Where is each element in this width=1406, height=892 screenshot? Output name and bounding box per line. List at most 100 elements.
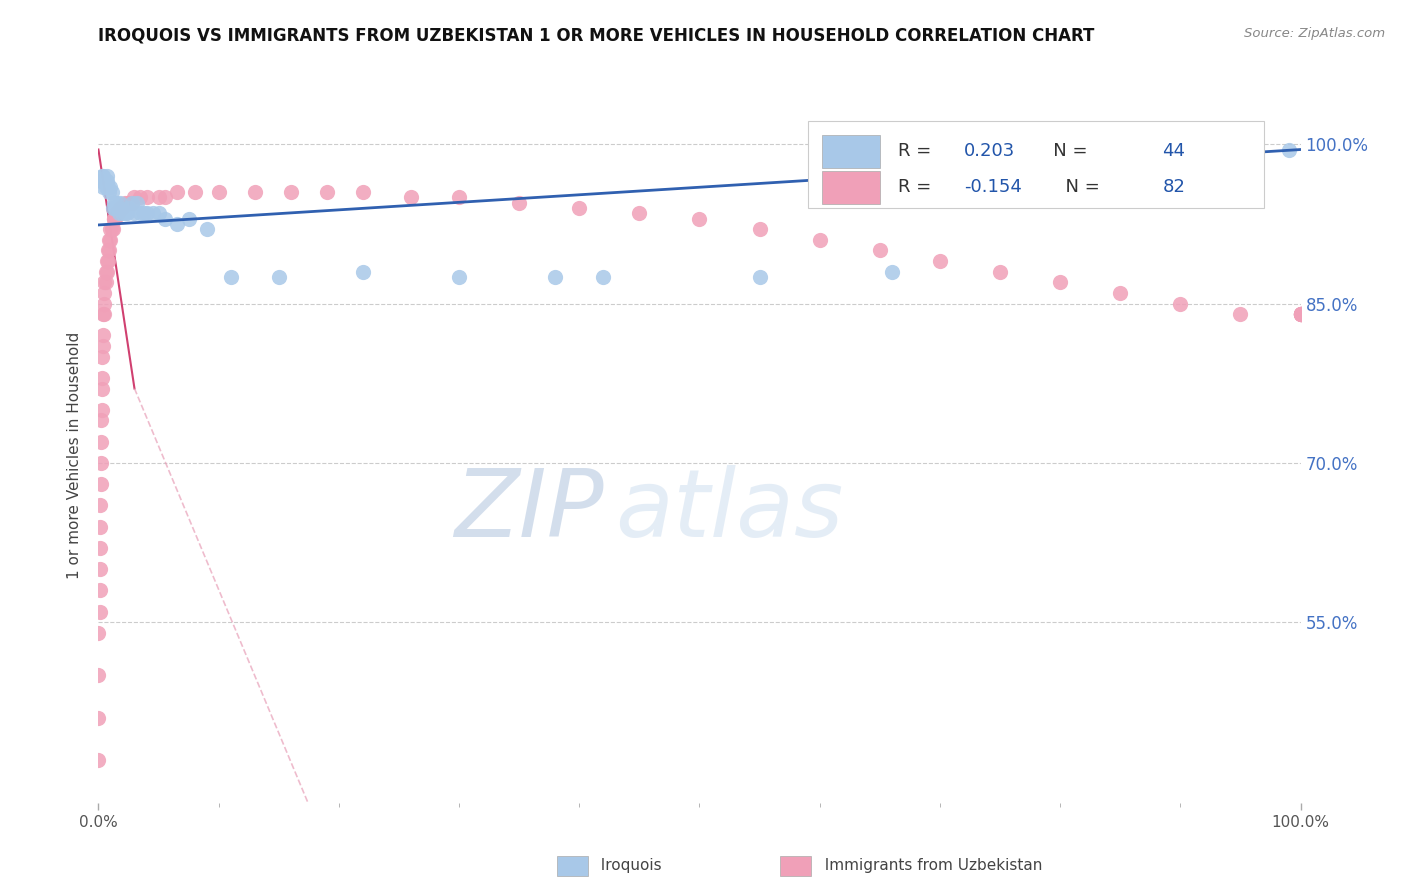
Point [90, 477, 112, 491]
Point [91, 328, 114, 343]
Point [114, 206, 136, 220]
Point [98, 185, 121, 199]
Point [111, 201, 134, 215]
Point [91, 402, 114, 417]
Point [628, 206, 651, 220]
Point [153, 190, 176, 204]
Point [1289, 307, 1312, 321]
Point [1289, 307, 1312, 321]
Point [592, 270, 614, 285]
Text: R =: R = [898, 178, 936, 196]
Point [104, 211, 127, 226]
Point [101, 222, 124, 236]
Point [90, 456, 112, 470]
Point [135, 190, 157, 204]
Point [447, 270, 470, 285]
Point [315, 185, 337, 199]
Point [447, 190, 470, 204]
Point [93, 285, 115, 300]
Point [166, 217, 188, 231]
Bar [557, 856, 588, 876]
Point [100, 222, 122, 236]
Point [568, 201, 591, 215]
Point [121, 195, 143, 210]
Point [103, 195, 125, 210]
FancyBboxPatch shape [807, 121, 1264, 208]
Point [89, 541, 111, 555]
Text: N =: N = [1054, 178, 1105, 196]
Point [1049, 275, 1071, 289]
Point [124, 206, 146, 220]
Point [96, 169, 118, 183]
Point [1277, 143, 1299, 157]
Point [89, 519, 111, 533]
Point [87, 753, 110, 767]
Point [90, 434, 112, 449]
Point [132, 206, 155, 220]
Point [93, 174, 115, 188]
Point [748, 270, 770, 285]
Point [96, 254, 118, 268]
Point [93, 296, 115, 310]
Point [399, 190, 422, 204]
Point [91, 382, 114, 396]
Bar [823, 171, 880, 204]
Point [117, 195, 139, 210]
Text: R =: R = [898, 142, 936, 160]
Point [108, 201, 131, 215]
Point [89, 605, 111, 619]
Point [748, 222, 770, 236]
Point [91, 179, 114, 194]
Point [89, 562, 111, 576]
Bar [780, 856, 811, 876]
Point [89, 583, 111, 598]
Point [148, 190, 170, 204]
Point [153, 211, 176, 226]
Point [988, 265, 1011, 279]
Point [111, 206, 134, 220]
Point [103, 211, 125, 226]
Point [87, 625, 110, 640]
Point [91, 169, 114, 183]
Text: -0.154: -0.154 [965, 178, 1022, 196]
Point [1170, 296, 1192, 310]
Point [1229, 307, 1251, 321]
Text: atlas: atlas [616, 465, 844, 556]
Point [508, 195, 530, 210]
Point [544, 270, 567, 285]
Point [352, 265, 374, 279]
Point [129, 206, 152, 220]
Point [1289, 307, 1312, 321]
Point [135, 206, 157, 220]
Point [1109, 285, 1132, 300]
Point [100, 179, 122, 194]
Point [100, 222, 122, 236]
Point [1289, 307, 1312, 321]
Point [1289, 307, 1312, 321]
Point [98, 233, 121, 247]
Point [108, 195, 131, 210]
Point [97, 179, 120, 194]
Point [93, 307, 115, 321]
Point [101, 201, 124, 215]
Point [91, 307, 114, 321]
Point [98, 244, 121, 258]
Bar [823, 135, 880, 169]
Point [91, 371, 114, 385]
Text: Iroquois: Iroquois [591, 858, 661, 872]
Point [97, 254, 120, 268]
Point [183, 185, 205, 199]
Point [117, 206, 139, 220]
Point [243, 185, 266, 199]
Point [100, 185, 122, 199]
Point [148, 206, 170, 220]
Point [208, 185, 231, 199]
Point [267, 270, 290, 285]
Point [100, 233, 122, 247]
Point [90, 413, 112, 427]
Text: ZIP: ZIP [454, 465, 603, 556]
Point [105, 195, 128, 210]
Text: Source: ZipAtlas.com: Source: ZipAtlas.com [1244, 27, 1385, 40]
Point [352, 185, 374, 199]
Point [114, 195, 136, 210]
